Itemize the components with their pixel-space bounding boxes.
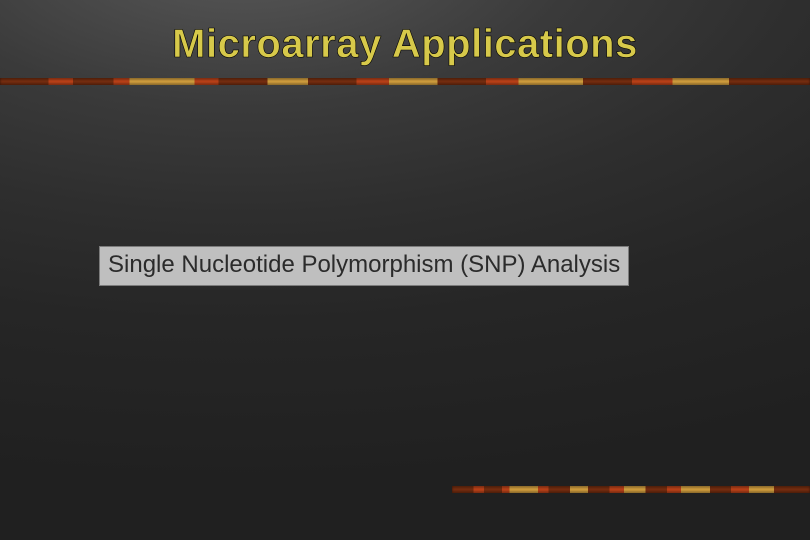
- slide: Microarray Applications Single Nucleotid…: [0, 0, 810, 540]
- subtitle-box: Single Nucleotide Polymorphism (SNP) Ana…: [99, 246, 629, 286]
- decorative-band-bottom: [452, 486, 810, 493]
- slide-title: Microarray Applications: [0, 22, 810, 67]
- decorative-band-top: [0, 78, 810, 85]
- subtitle-text: Single Nucleotide Polymorphism (SNP) Ana…: [108, 251, 620, 278]
